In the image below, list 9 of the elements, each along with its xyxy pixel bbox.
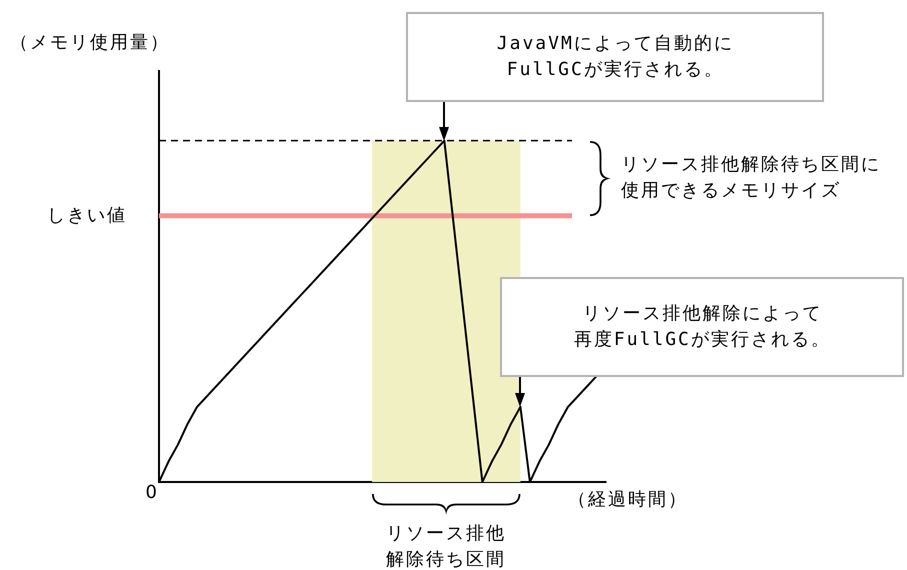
y-axis-title: （メモリ使用量）	[10, 31, 170, 55]
callout-box: JavaVMによって自動的にFullGCが実行される。	[406, 12, 824, 102]
text: リソース排他解除待ち区間に使用できるメモリサイズ	[621, 153, 881, 204]
annotation: 0	[146, 481, 159, 505]
text: リソース排他解除待ち区間	[386, 522, 506, 570]
annotation: リソース排他解除によって再度FullGCが実行される。	[574, 302, 831, 352]
callout-box: リソース排他解除によって再度FullGCが実行される。	[500, 276, 904, 377]
x-axis-title: （経過時間）	[568, 488, 688, 512]
ref-line-label: しきい値	[47, 204, 127, 228]
